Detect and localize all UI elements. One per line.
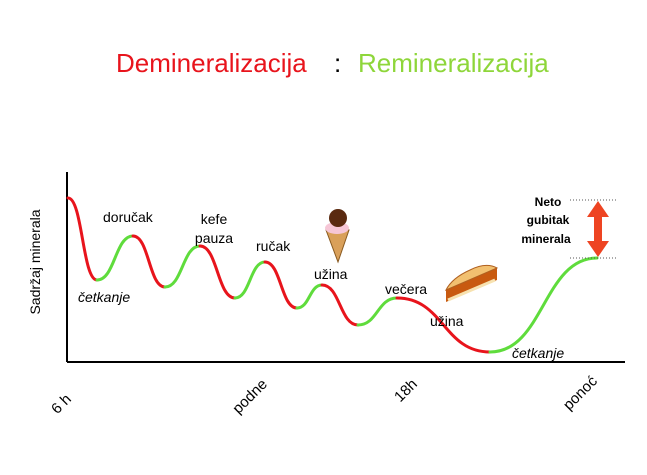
- annotation: užina: [430, 313, 464, 329]
- annotation: užina: [314, 266, 348, 282]
- title-separator: :: [334, 48, 341, 78]
- curve-segment: [163, 244, 202, 289]
- annotation: pauza: [195, 230, 233, 246]
- curve-segment: [263, 260, 299, 310]
- curve-segment: [233, 260, 267, 300]
- annotation: kefe: [201, 211, 228, 227]
- annotation: četkanje: [78, 289, 130, 305]
- curve-segment: [320, 283, 360, 327]
- annotation: četkanje: [512, 345, 564, 361]
- x-label: podne: [229, 376, 271, 418]
- annotation: doručak: [103, 209, 154, 225]
- double-arrow: [587, 201, 609, 257]
- x-label: 18h: [391, 376, 421, 406]
- curve-segment: [198, 244, 237, 300]
- annotation: ručak: [256, 238, 291, 254]
- annotation: večera: [385, 281, 427, 297]
- curve-segment: [131, 234, 167, 289]
- y-axis-label: Sadržaj minerala: [27, 209, 43, 314]
- x-label: ponoć: [560, 372, 601, 413]
- curve-segment: [295, 283, 324, 310]
- title-remineralization: Remineralizacija: [358, 48, 549, 78]
- mineral-curve: [66, 196, 599, 354]
- x-label: 6 h: [48, 391, 75, 418]
- annotation: Neto: [535, 195, 562, 209]
- pie-icon: [444, 264, 499, 302]
- curve-segment: [395, 296, 492, 354]
- curve-segment: [66, 196, 99, 282]
- curve-segment: [95, 234, 135, 282]
- curve-segment: [488, 256, 599, 354]
- ice-cream-icon: [325, 209, 350, 264]
- curve-segment: [356, 296, 399, 327]
- title-demineralization: Demineralizacija: [116, 48, 307, 78]
- annotation: minerala: [521, 232, 571, 246]
- annotation: gubitak: [527, 213, 570, 227]
